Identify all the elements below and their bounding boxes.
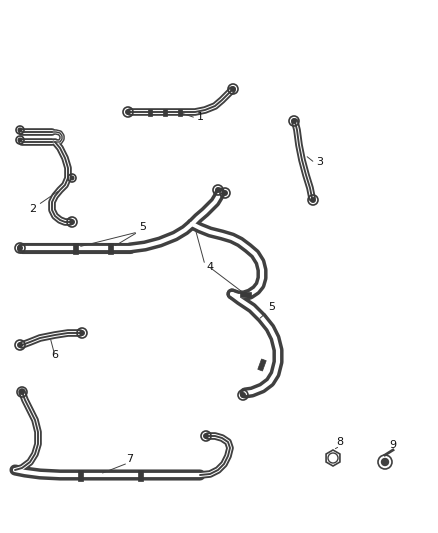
Bar: [240, 292, 251, 296]
Bar: [107, 243, 113, 254]
Circle shape: [241, 393, 245, 397]
Text: 5: 5: [139, 222, 146, 232]
Text: 3: 3: [316, 157, 323, 167]
Text: 5: 5: [268, 302, 275, 312]
Circle shape: [18, 138, 22, 142]
Bar: [178, 109, 182, 116]
Text: 7: 7: [127, 454, 134, 464]
Bar: [163, 109, 167, 116]
Bar: [138, 470, 142, 481]
Text: 9: 9: [389, 440, 396, 450]
Circle shape: [20, 390, 24, 394]
Circle shape: [80, 331, 84, 335]
Circle shape: [204, 434, 208, 438]
Text: 1: 1: [197, 112, 204, 122]
Circle shape: [381, 458, 389, 465]
Circle shape: [311, 198, 315, 202]
Circle shape: [70, 220, 74, 224]
Bar: [73, 243, 78, 254]
Text: 4: 4: [206, 262, 214, 272]
Circle shape: [18, 128, 22, 132]
Circle shape: [223, 191, 227, 195]
Circle shape: [231, 87, 235, 91]
Circle shape: [70, 176, 74, 180]
Circle shape: [18, 246, 22, 251]
Text: 8: 8: [336, 437, 343, 447]
Text: 6: 6: [52, 350, 59, 360]
Bar: [148, 109, 152, 116]
Circle shape: [292, 119, 296, 123]
Circle shape: [126, 110, 130, 114]
Text: 2: 2: [29, 204, 36, 214]
Circle shape: [216, 188, 220, 192]
Bar: [78, 470, 82, 481]
Bar: [258, 359, 266, 371]
Circle shape: [18, 343, 22, 348]
